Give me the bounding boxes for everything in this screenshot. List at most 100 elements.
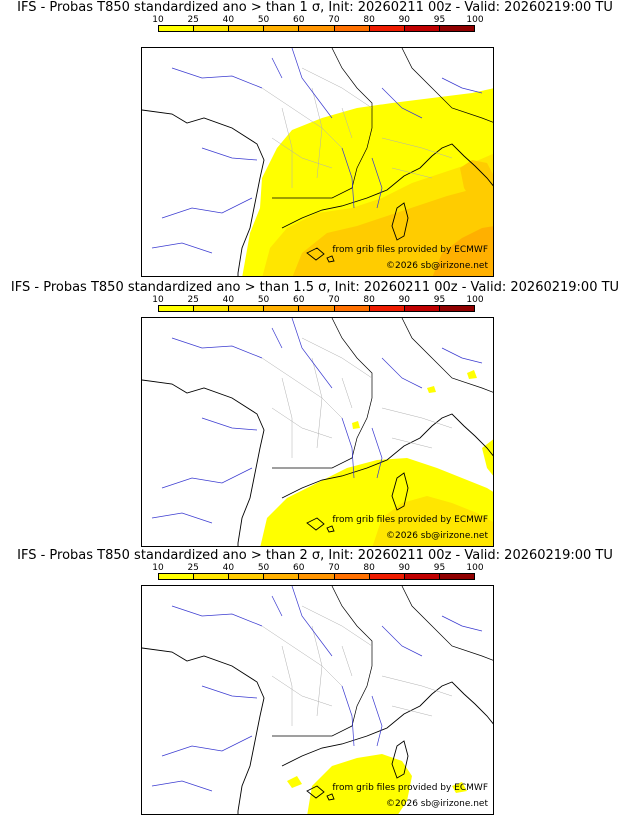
map-canvas [142,318,493,546]
rivers [151,48,483,254]
baleares [306,247,335,263]
probability-area-east [460,160,493,217]
colorbar-tick: 25 [187,15,199,25]
national-borders [272,48,493,199]
corsica [391,740,409,779]
panel-title: IFS - Probas T850 standardized ano > tha… [17,0,613,15]
probability-map: from grib files provided by ECMWF ©2026 … [141,585,494,815]
national-borders [272,586,493,737]
probability-area-east [482,439,493,476]
credit-text: from grib files provided by ECMWF [332,783,488,793]
colorbar-tick: 90 [398,15,411,25]
colorbar [158,25,475,32]
colorbar-swatch [229,306,265,311]
panel-1sigma: IFS - Probas T850 standardized ano > tha… [0,0,630,277]
colorbar-tick: 95 [433,15,446,25]
colorbar-tick: 70 [328,563,340,573]
colorbar-tick: 60 [293,15,305,25]
colorbar-tick: 95 [433,563,446,573]
colorbar-swatch [264,574,300,579]
colorbar-tick: 40 [222,15,235,25]
probability-area-peak [432,226,493,276]
colorbar-swatch [439,26,474,31]
colorbar-tick: 100 [466,15,484,25]
colorbar-swatch [194,574,230,579]
colorbar-swatch [264,26,300,31]
colorbar-swatch [299,26,335,31]
colorbar-tick: 60 [293,295,305,305]
colorbar-tick: 40 [222,563,235,573]
regional-borders [261,67,453,188]
colorbar-ticks: 10 25 40 50 60 70 80 90 95 100 [152,15,483,25]
colorbar-swatch [229,574,265,579]
colorbar-tick: 60 [293,563,305,573]
credit-text: from grib files provided by ECMWF [332,515,488,525]
credit-text: from grib files provided by ECMWF [332,245,488,255]
colorbar-tick: 40 [222,295,235,305]
colorbar-tick: 95 [433,295,446,305]
colorbar-ticks: 10 25 40 50 60 70 80 90 95 100 [152,295,483,305]
copyright-text: ©2026 sb@irizone.net [386,531,488,541]
colorbar-swatch [229,26,265,31]
coastline [142,647,493,814]
colorbar-swatch [334,574,370,579]
panel-1-5sigma: IFS - Probas T850 standardized ano > tha… [0,280,630,550]
colorbar-tick: 80 [363,295,375,305]
coastline [142,109,493,276]
colorbar-tick: 50 [257,15,270,25]
colorbar-tick: 25 [187,295,199,305]
map-canvas [142,586,493,814]
copyright-text: ©2026 sb@irizone.net [386,261,488,271]
map-canvas [142,48,493,276]
colorbar-ticks: 10 25 40 50 60 70 80 90 95 100 [152,563,483,573]
rivers [151,318,483,524]
baleares [306,785,335,801]
colorbar-tick: 100 [466,563,484,573]
colorbar-tick: 50 [257,563,270,573]
colorbar-swatch [299,574,335,579]
colorbar-swatch [439,306,474,311]
colorbar-tick: 90 [398,563,411,573]
colorbar-tick: 25 [187,563,199,573]
colorbar-tick: 10 [152,295,164,305]
colorbar-swatch [299,306,335,311]
colorbar-swatch [334,26,370,31]
national-borders [272,318,493,469]
colorbar [158,305,475,312]
colorbar-tick: 70 [328,15,340,25]
probability-map: from grib files provided by ECMWF ©2026 … [141,317,494,547]
copyright-text: ©2026 sb@irizone.net [386,799,488,809]
corsica [391,202,409,241]
colorbar-tick: 70 [328,295,340,305]
corsica [391,472,409,511]
colorbar-tick: 10 [152,563,164,573]
regional-borders [261,337,453,458]
coastline [142,379,493,546]
colorbar [158,573,475,580]
regional-borders [261,605,453,726]
colorbar-tick: 50 [257,295,270,305]
colorbar-swatch [159,306,195,311]
colorbar-tick: 100 [466,295,484,305]
colorbar-swatch [334,306,370,311]
colorbar-swatch [439,574,474,579]
colorbar-swatch [404,574,440,579]
colorbar-swatch [404,306,440,311]
probability-area-mid [372,496,493,546]
panel-title: IFS - Probas T850 standardized ano > tha… [17,548,613,563]
colorbar-swatch [159,574,195,579]
baleares [306,517,335,533]
colorbar-swatch [369,306,405,311]
colorbar-tick: 80 [363,15,375,25]
colorbar-swatch [369,574,405,579]
colorbar-tick: 80 [363,563,375,573]
panel-title: IFS - Probas T850 standardized ano > tha… [10,280,620,295]
colorbar-swatch [264,306,300,311]
colorbar-swatch [194,26,230,31]
colorbar-swatch [194,306,230,311]
colorbar-swatch [369,26,405,31]
colorbar-swatch [404,26,440,31]
probability-map: from grib files provided by ECMWF ©2026 … [141,47,494,277]
panel-2sigma: IFS - Probas T850 standardized ano > tha… [0,548,630,818]
rivers [151,586,483,792]
